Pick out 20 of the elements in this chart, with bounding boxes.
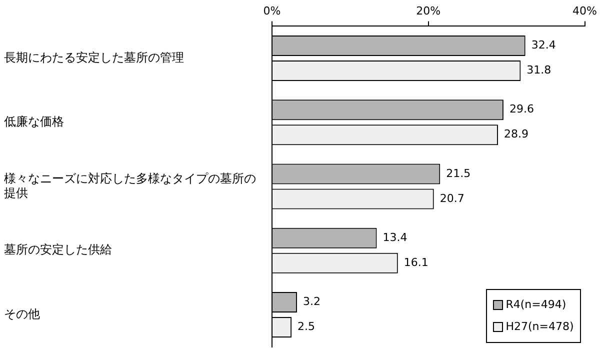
- data-label: 13.4: [382, 230, 408, 244]
- data-label: 16.1: [404, 256, 428, 269]
- data-label: 3.2: [303, 295, 321, 308]
- x-tick-label: 0%: [263, 4, 281, 18]
- data-label: 21.5: [446, 166, 471, 180]
- y-tick-label: 長期にわたる安定した墓所の管理: [4, 50, 184, 64]
- y-tick-label: 様々なニーズに対応した多様なタイプの墓所の提供: [4, 171, 256, 200]
- data-label: 31.8: [526, 64, 552, 77]
- y-tick-label: 低廉な価格: [4, 114, 64, 129]
- data-label: 20.7: [440, 192, 464, 205]
- y-tick-label: その他: [4, 306, 40, 321]
- y-tick-label: 墓所の安定した供給: [4, 242, 112, 257]
- data-label: 2.5: [298, 320, 316, 334]
- x-tick-label: 40%: [572, 4, 597, 18]
- data-label: 29.6: [509, 102, 534, 116]
- legend-label: R4(n=494): [504, 296, 568, 313]
- data-label: 28.9: [504, 128, 528, 141]
- data-label: 32.4: [531, 38, 556, 52]
- x-tick-label: 20%: [416, 4, 441, 18]
- text: H27(n=478): [504, 318, 574, 335]
